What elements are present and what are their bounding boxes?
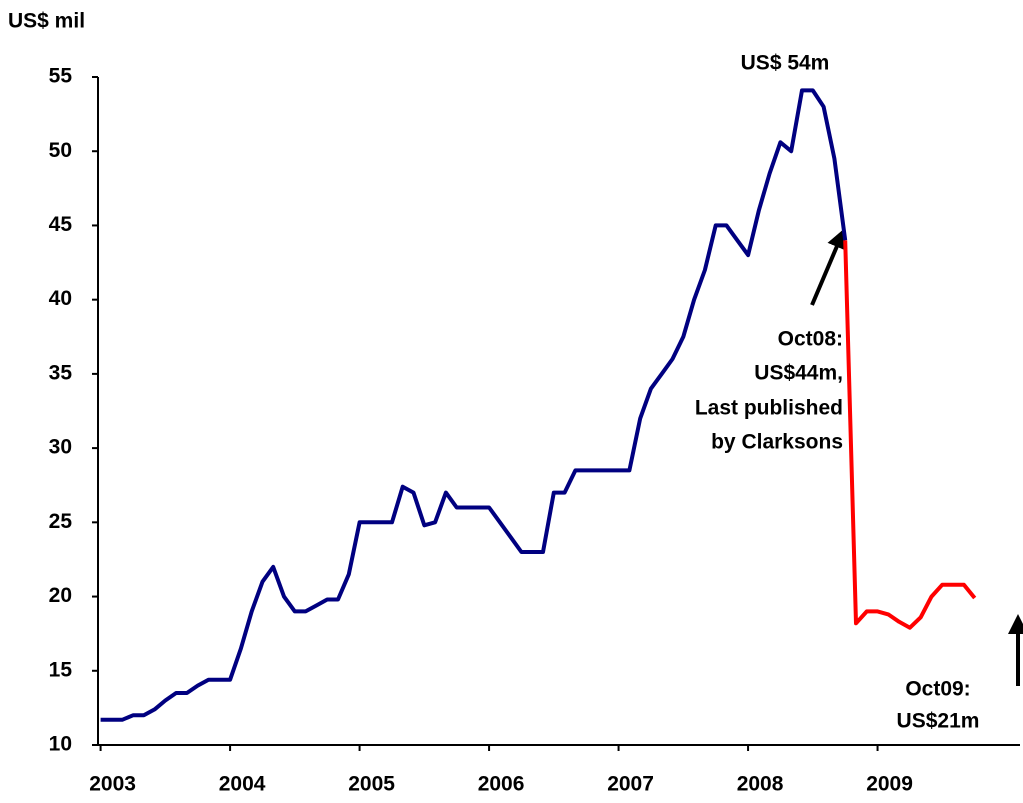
annotation-arrow xyxy=(810,228,846,306)
x-tick-label: 2009 xyxy=(866,773,913,796)
x-tick-label: 2008 xyxy=(737,773,784,796)
x-tick-label: 2003 xyxy=(89,773,136,796)
series-line xyxy=(843,240,977,630)
annotation: Last published xyxy=(695,397,843,420)
x-tick-label: 2007 xyxy=(607,773,654,796)
y-tick-label: 20 xyxy=(49,584,72,607)
y-tick-label: 15 xyxy=(49,658,73,681)
series-line xyxy=(100,88,848,722)
y-tick-label: 10 xyxy=(49,733,72,756)
y-tick-label: 35 xyxy=(49,361,73,384)
annotation: Oct09: xyxy=(905,678,970,701)
y-tick-label: 50 xyxy=(49,139,72,162)
y-tick-label: 45 xyxy=(49,213,73,236)
annotation: US$21m xyxy=(897,710,980,733)
x-tick-label: 2004 xyxy=(219,773,266,796)
y-tick-label: 25 xyxy=(49,510,73,533)
y-axis-label: US$ mil xyxy=(8,10,85,33)
x-tick-label: 2005 xyxy=(348,773,395,796)
y-tick-label: 30 xyxy=(49,436,72,459)
x-tick-label: 2006 xyxy=(478,773,525,796)
annotation: Oct08: xyxy=(778,328,843,351)
y-tick-label: 55 xyxy=(49,65,73,88)
annotation: by Clarksons xyxy=(711,431,843,454)
y-tick-label: 40 xyxy=(49,287,72,310)
annotation: US$ 54m xyxy=(741,52,830,75)
annotation: US$44m, xyxy=(754,362,843,385)
